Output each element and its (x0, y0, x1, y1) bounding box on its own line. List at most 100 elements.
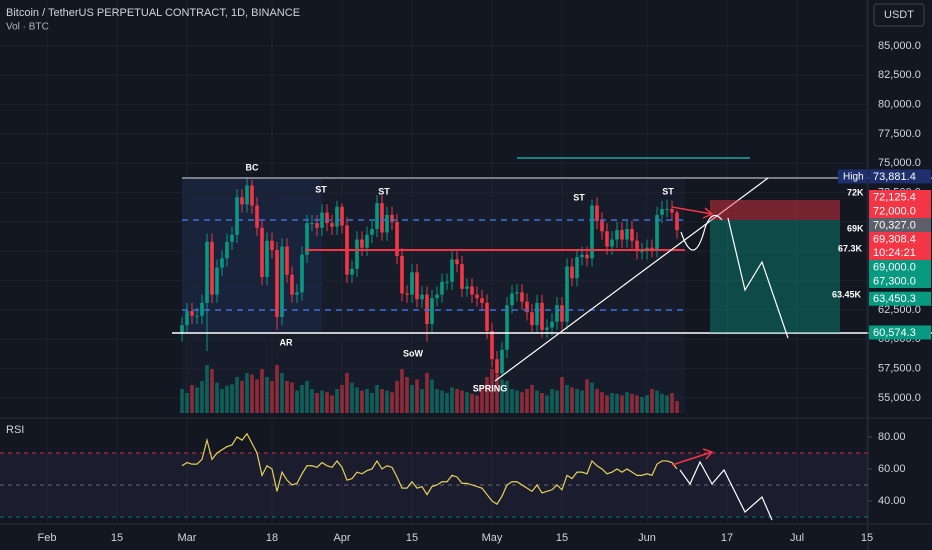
candle-body (315, 223, 319, 228)
volume-bar (430, 379, 434, 413)
volume-bar (440, 390, 444, 413)
price-label-box (869, 325, 931, 340)
y-tick-label: 85,000.0 (878, 40, 921, 52)
volume-bar (370, 393, 374, 413)
volume-bar (445, 393, 449, 413)
candle-body (630, 228, 634, 241)
rsi-tick-label: 40.00 (878, 495, 906, 507)
candle-body (205, 241, 209, 303)
y-tick-label: 57,500.0 (878, 362, 921, 374)
candle-body (400, 255, 404, 294)
y-tick-label: 80,000.0 (878, 99, 921, 111)
volume-bar (585, 379, 589, 413)
price-label: 70,327.0 (873, 219, 916, 231)
high-label-box (838, 169, 868, 184)
currency-button[interactable] (873, 3, 925, 27)
candle-body (560, 305, 564, 322)
candle-body (350, 268, 354, 275)
volume-bar (225, 385, 229, 413)
rsi-projection (679, 460, 773, 521)
candle-body (230, 234, 234, 242)
volume-bar (345, 373, 349, 413)
candle-body (525, 301, 529, 313)
x-tick-label: Mar (178, 532, 197, 544)
candle-body (530, 312, 534, 326)
volume-bar (540, 393, 544, 413)
price-label-box (869, 203, 931, 218)
volume-bar (265, 377, 269, 413)
volume-bar (660, 393, 664, 413)
candle-body (635, 240, 639, 252)
candle-body (535, 302, 539, 326)
candle-body (440, 281, 444, 295)
annotation: SPRING (473, 383, 508, 393)
volume-bar (375, 385, 379, 413)
candle-body (585, 254, 589, 259)
price-label: 72,125.4 (873, 191, 916, 203)
candle-body (615, 230, 619, 240)
volume-bar (520, 392, 524, 413)
candle-body (340, 206, 344, 226)
volume-bar (360, 390, 364, 413)
candle-body (465, 286, 469, 289)
volume-bar (610, 393, 614, 413)
candle-body (450, 259, 454, 282)
currency[interactable]: USDT (884, 9, 914, 21)
stop-zone (710, 200, 840, 220)
rsi-arrow (671, 451, 713, 466)
high-label: High (843, 172, 864, 183)
candle-body (515, 292, 519, 294)
candle-body (510, 293, 514, 306)
x-tick-label: Jun (638, 532, 656, 544)
volume-bar (575, 389, 579, 413)
candle-body (275, 250, 279, 317)
candle-body (550, 321, 554, 328)
candle-body (375, 203, 379, 229)
level-label: 69K (847, 223, 864, 233)
volume-bar (605, 395, 609, 413)
candle-body (330, 223, 334, 227)
volume-bar (180, 389, 184, 413)
candle-body (380, 203, 384, 233)
candle-body (240, 197, 244, 205)
candle-body (255, 205, 259, 228)
trend-line (494, 177, 769, 382)
volume-bar (325, 392, 329, 413)
volume-bar (510, 389, 514, 413)
volume-bar (450, 387, 454, 413)
x-tick-label: May (482, 532, 503, 544)
volume-bar (625, 392, 629, 413)
annotation: ST (378, 186, 390, 196)
volume-bar (600, 392, 604, 413)
price-label-box (869, 259, 931, 274)
rsi-tick-label: 60.00 (878, 463, 906, 475)
volume-bar (570, 387, 574, 413)
price-label-box (869, 291, 931, 306)
price-label: 73,881.4 (873, 171, 916, 183)
price-label-box (869, 217, 931, 232)
level-label: 67.3K (838, 243, 863, 253)
candle-body (310, 223, 314, 225)
candle-body (580, 254, 584, 258)
candle-body (505, 305, 509, 350)
y-tick-label: 77,500.0 (878, 128, 921, 140)
candle-body (665, 209, 669, 211)
x-tick-label: 15 (406, 532, 418, 544)
volume-bar (580, 390, 584, 413)
price-label-box (869, 273, 931, 288)
candle-body (435, 294, 439, 299)
candle-body (625, 228, 629, 240)
candle-body (565, 266, 569, 322)
candle-body (395, 221, 399, 256)
candle-body (385, 214, 389, 233)
volume-bar (435, 389, 439, 413)
candle-body (185, 311, 189, 326)
volume-bar (525, 389, 529, 413)
candle-body (215, 267, 219, 295)
candle-body (650, 247, 654, 249)
candle-body (605, 231, 609, 247)
volume-bar (250, 374, 254, 413)
volume-bar (550, 389, 554, 413)
volume-bar (315, 393, 319, 413)
